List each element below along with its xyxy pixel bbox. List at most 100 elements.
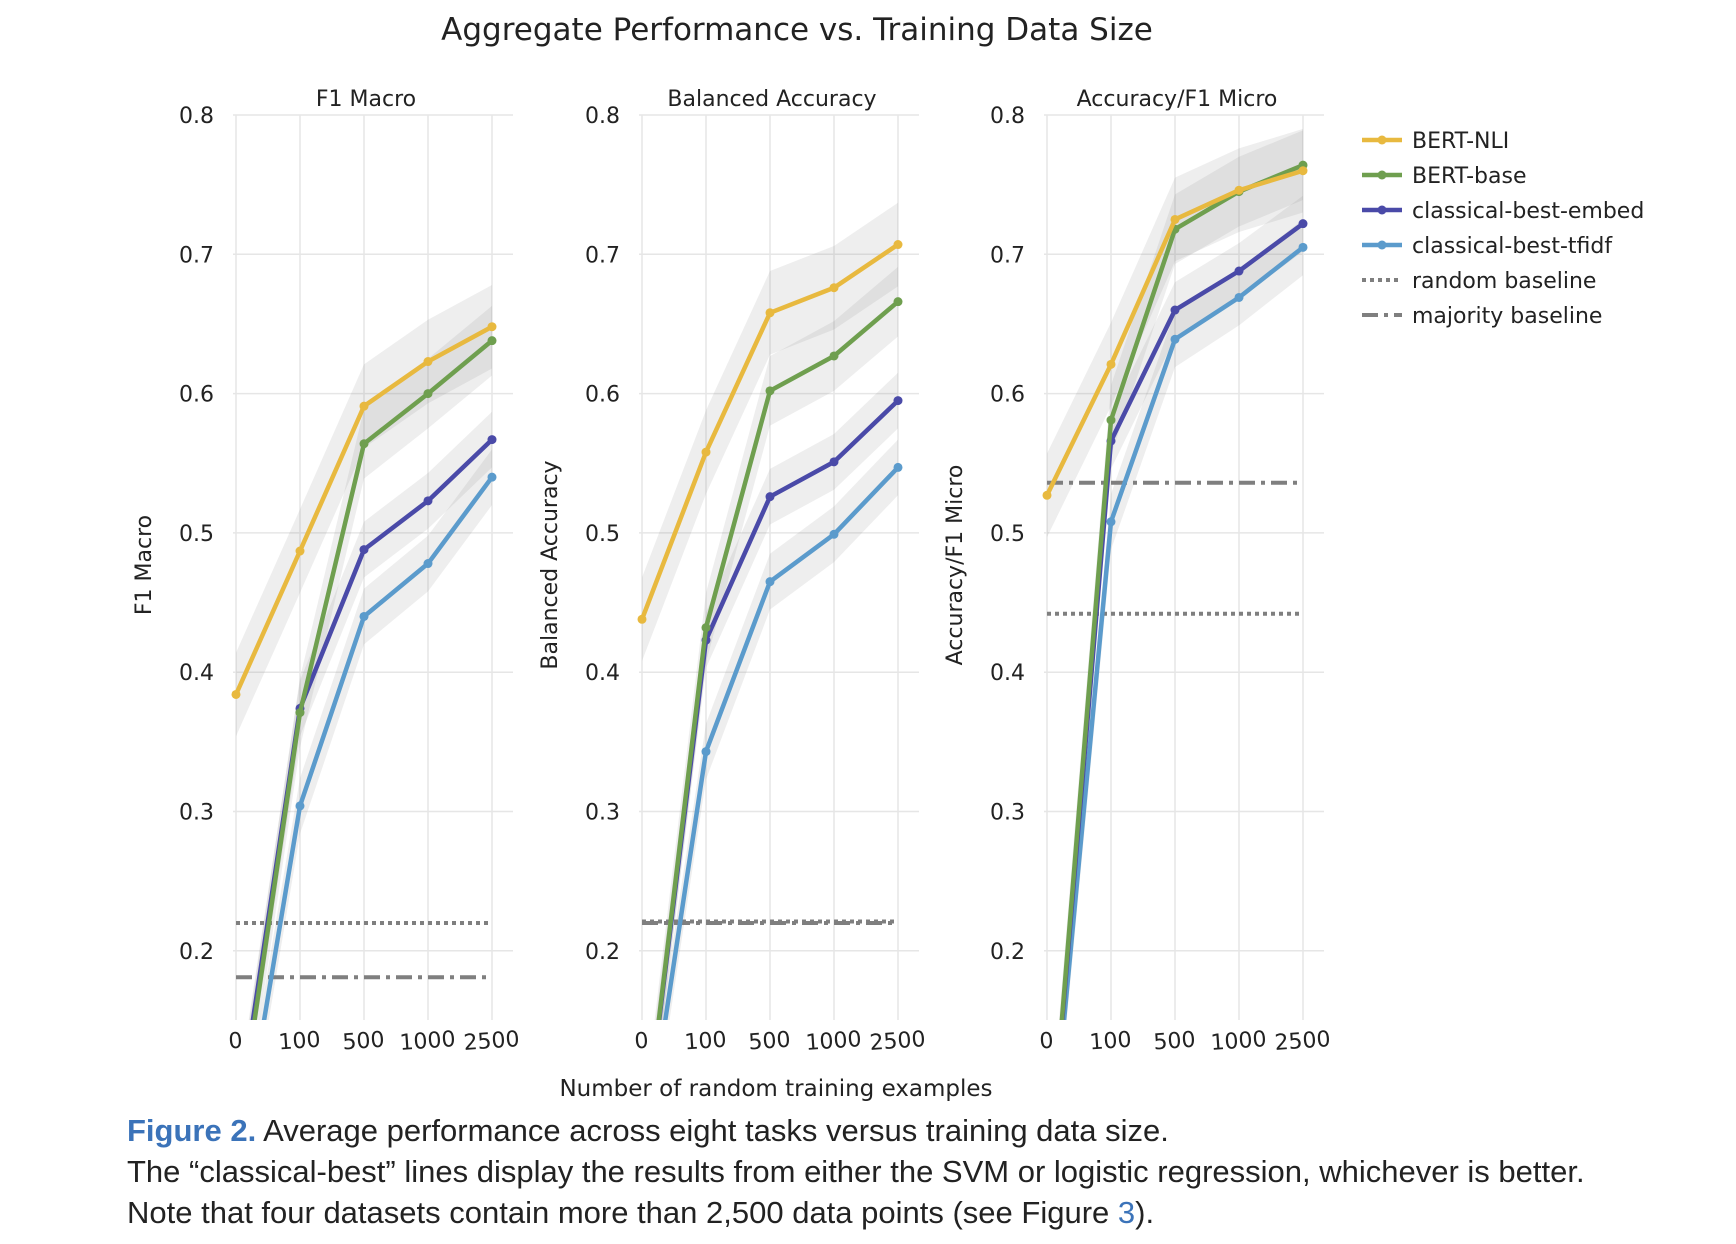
confidence-band [249, 305, 492, 1020]
data-point-BERT-NLI [1042, 490, 1052, 500]
data-point-classical-best-tfidf [295, 801, 305, 811]
figure-canvas: Aggregate Performance vs. Training Data … [132, 12, 1644, 1102]
data-point-classical-best-embed [1234, 266, 1244, 276]
x-tick-label: 0 [1039, 1029, 1055, 1055]
data-point-BERT-NLI [1298, 166, 1308, 176]
y-axis-label: F1 Macro [132, 515, 157, 615]
x-axis-label: Number of random training examples [559, 1076, 992, 1102]
legend-item: random baseline [1362, 269, 1596, 294]
data-point-classical-best-tfidf [423, 559, 433, 569]
legend-label: classical-best-embed [1412, 199, 1644, 224]
data-point-BERT-base [487, 336, 497, 346]
figure-title: Aggregate Performance vs. Training Data … [441, 12, 1153, 48]
data-area [231, 284, 497, 1020]
legend-label: majority baseline [1412, 304, 1602, 329]
data-point-BERT-NLI [1234, 185, 1244, 195]
data-point-BERT-NLI [295, 546, 305, 556]
x-tick-label: 1000 [399, 1027, 457, 1056]
y-tick-label: 0.3 [179, 801, 214, 826]
y-tick-label: 0.4 [990, 661, 1025, 686]
x-tick-label: 500 [1153, 1028, 1197, 1056]
data-point-BERT-NLI [701, 447, 711, 457]
data-point-BERT-base [423, 389, 433, 399]
y-tick-label: 0.7 [990, 243, 1025, 268]
data-point-classical-best-embed [1170, 305, 1180, 315]
confidence-band [1047, 128, 1303, 538]
y-tick-label: 0.8 [990, 104, 1025, 129]
legend-marker [1377, 205, 1387, 215]
caption-note: Note that four datasets contain more tha… [127, 1195, 1118, 1230]
data-point-classical-best-embed [423, 496, 433, 506]
legend-item: BERT-base [1362, 164, 1526, 189]
data-point-classical-best-tfidf [1234, 292, 1244, 302]
legend-item: classical-best-tfidf [1362, 234, 1613, 259]
legend-label: BERT-base [1412, 164, 1526, 189]
data-point-BERT-NLI [1106, 359, 1116, 369]
y-tick-label: 0.7 [585, 243, 620, 268]
panel-title: Accuracy/F1 Micro [1077, 87, 1278, 112]
data-area [1042, 128, 1308, 1020]
y-tick-label: 0.5 [585, 522, 620, 547]
caption-summary: Average performance across eight tasks v… [263, 1113, 1169, 1148]
data-point-classical-best-tfidf [487, 472, 497, 482]
data-point-BERT-NLI [765, 308, 775, 318]
legend-item: majority baseline [1362, 304, 1602, 329]
caption-line-2: The “classical-best” lines display the r… [127, 1154, 1585, 1189]
data-point-classical-best-embed [359, 545, 369, 555]
x-tick-label: 2500 [1274, 1027, 1332, 1056]
data-point-classical-best-tfidf [359, 611, 369, 621]
y-tick-label: 0.6 [179, 383, 214, 408]
caption-figure-number: Figure 2. [127, 1113, 257, 1148]
y-tick-label: 0.6 [585, 383, 620, 408]
data-point-classical-best-tfidf [1106, 517, 1116, 527]
y-tick-label: 0.2 [179, 940, 214, 965]
legend-marker [1377, 240, 1387, 250]
y-tick-label: 0.8 [585, 104, 620, 129]
x-tick-label: 500 [342, 1028, 386, 1056]
data-point-BERT-base [701, 623, 711, 633]
data-point-classical-best-tfidf [893, 462, 903, 472]
caption-line-1: Figure 2. Average performance across eig… [127, 1110, 1707, 1151]
data-point-classical-best-embed [829, 457, 839, 467]
data-point-classical-best-tfidf [1298, 242, 1308, 252]
y-axis-label: Accuracy/F1 Micro [943, 465, 968, 666]
data-point-BERT-NLI [1170, 214, 1180, 224]
panel-1: 0.2 0.3 0.4 0.5 0.6 0.7 0.8 0 100 500 1000 2500 F1 M… [132, 87, 521, 1056]
data-point-BERT-NLI [893, 240, 903, 250]
data-point-classical-best-tfidf [765, 577, 775, 587]
data-point-BERT-base [765, 386, 775, 396]
data-point-BERT-NLI [359, 401, 369, 411]
y-tick-label: 0.4 [585, 661, 620, 686]
x-tick-label: 1000 [1210, 1027, 1268, 1056]
data-point-classical-best-embed [765, 492, 775, 502]
x-tick-label: 1000 [805, 1027, 863, 1056]
y-tick-label: 0.5 [179, 522, 214, 547]
x-tick-label: 100 [684, 1028, 728, 1056]
x-tick-label: 2500 [463, 1027, 521, 1056]
data-point-BERT-base [1106, 415, 1116, 425]
panel-3: 0.2 0.3 0.4 0.5 0.6 0.7 0.8 0 100 500 1000 2500 Accu… [943, 87, 1332, 1056]
legend-label: random baseline [1412, 269, 1596, 294]
data-point-BERT-NLI [487, 322, 497, 332]
panel-title: Balanced Accuracy [667, 87, 876, 112]
data-point-classical-best-embed [1298, 219, 1308, 229]
caption-line-3: Note that four datasets contain more tha… [127, 1192, 1707, 1233]
legend-label: classical-best-tfidf [1412, 234, 1613, 259]
data-point-classical-best-tfidf [829, 529, 839, 539]
data-point-classical-best-embed [487, 435, 497, 445]
x-tick-label: 500 [748, 1028, 792, 1056]
y-tick-label: 0.3 [585, 801, 620, 826]
legend-item: BERT-NLI [1362, 129, 1509, 154]
caption-figure-link[interactable]: 3 [1117, 1195, 1136, 1230]
confidence-band [1059, 195, 1303, 1020]
y-tick-label: 0.2 [585, 940, 620, 965]
y-tick-label: 0.8 [179, 104, 214, 129]
y-tick-label: 0.7 [179, 243, 214, 268]
y-tick-label: 0.2 [990, 940, 1025, 965]
confidence-band [655, 372, 898, 1020]
confidence-band [642, 202, 898, 662]
x-tick-label: 100 [278, 1028, 322, 1056]
confidence-band [661, 439, 898, 1020]
figure-caption: Figure 2. Average performance across eig… [127, 1110, 1707, 1233]
data-area [637, 202, 903, 1020]
